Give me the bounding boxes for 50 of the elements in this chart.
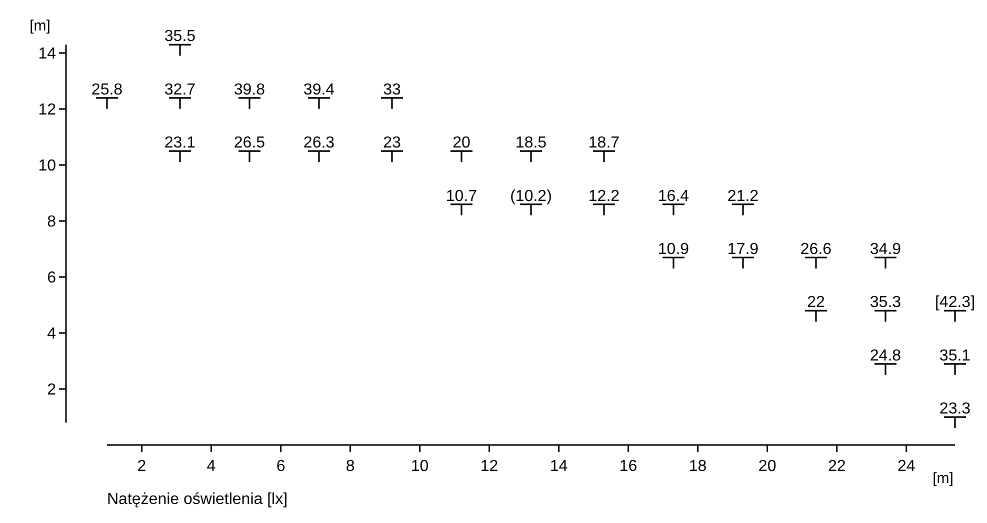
annotation: 10.7 — [446, 188, 478, 205]
annotation: 16.4 — [658, 188, 690, 205]
annotation: 35.1 — [939, 347, 971, 364]
annotation: 26.5 — [234, 134, 266, 152]
annotation: 21.2 — [727, 188, 759, 205]
y-tick-label: 6 — [47, 270, 56, 287]
x-tick-label: 12 — [480, 458, 498, 475]
x-tick-label: 16 — [619, 458, 638, 475]
x-tick-label: 2 — [137, 458, 146, 475]
y-tick-label: 4 — [47, 326, 56, 343]
annotation: 26.3 — [303, 134, 335, 152]
text: Natężenie oświetlenia [lx] — [107, 491, 288, 508]
x-tick-label: 18 — [688, 458, 707, 475]
y-tick-label: 8 — [47, 214, 56, 231]
annotation: (10.2) — [510, 188, 552, 205]
annotation: 17.9 — [727, 241, 759, 258]
annotation: 20 — [452, 134, 470, 152]
annotation: 34.9 — [870, 241, 902, 258]
annotation: 39.8 — [234, 81, 266, 98]
y-tick-label: 2 — [47, 382, 56, 399]
annotation: 33 — [383, 81, 401, 98]
x-tick-label: 22 — [828, 458, 846, 475]
x-tick-label: 6 — [276, 458, 286, 475]
x-tick-label: 24 — [897, 458, 916, 475]
annotation: 32.7 — [164, 81, 196, 98]
annotation: 35.5 — [164, 28, 196, 46]
x-tick-label: 4 — [206, 458, 216, 475]
annotation: 23 — [383, 134, 401, 152]
annotation: 12.2 — [588, 188, 620, 205]
annotation: 26.6 — [800, 241, 832, 258]
x-axis-title: [m] — [932, 470, 954, 487]
y-tick-label: 14 — [38, 46, 56, 63]
annotation: 18.5 — [515, 134, 547, 152]
x-tick-label: 8 — [346, 458, 355, 475]
annotation: 18.7 — [588, 134, 620, 152]
x-tick-label: 10 — [410, 458, 429, 475]
annotation: [42.3] — [934, 294, 976, 312]
y-axis-title: [m] — [30, 18, 50, 35]
x-tick-label: 14 — [550, 458, 568, 475]
annotation: 10.9 — [658, 241, 690, 258]
annotation: 35.3 — [870, 294, 902, 312]
annotation: 22 — [807, 294, 825, 312]
annotation: 23.3 — [939, 400, 971, 418]
annotation: 23.1 — [164, 134, 196, 152]
x-tick-label: 20 — [758, 458, 776, 475]
annotation: 25.8 — [91, 81, 123, 98]
y-tick-label: 12 — [38, 102, 56, 119]
annotation: 39.4 — [303, 81, 335, 98]
annotation: 24.8 — [870, 347, 902, 364]
y-tick-label: 10 — [38, 158, 56, 175]
